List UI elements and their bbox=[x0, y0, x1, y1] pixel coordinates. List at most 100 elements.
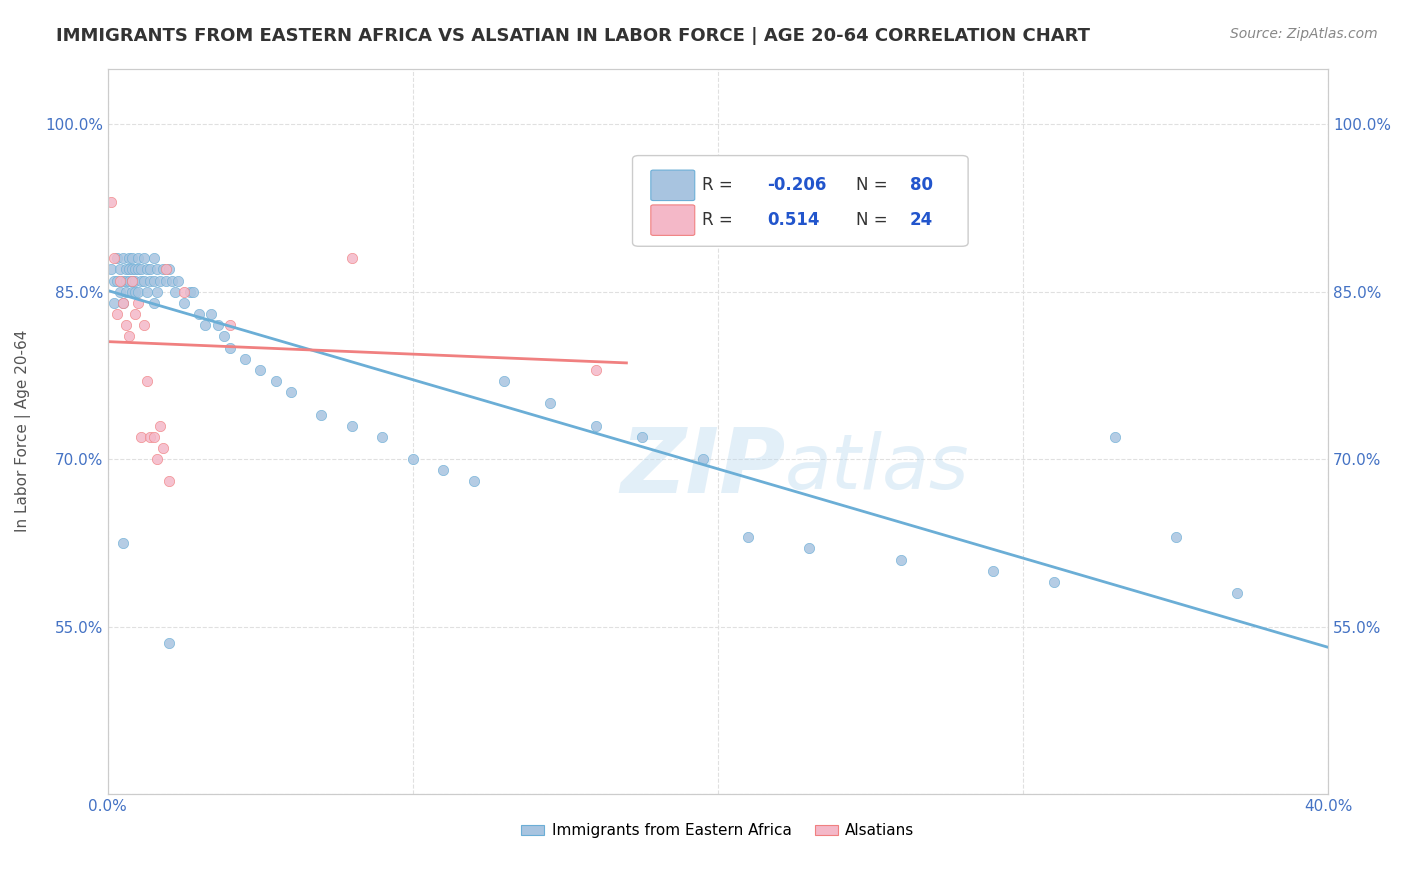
Point bbox=[134, 318, 156, 333]
Point bbox=[181, 285, 204, 299]
Point bbox=[115, 262, 138, 277]
Point bbox=[163, 285, 186, 299]
Point bbox=[737, 530, 759, 544]
Point bbox=[121, 262, 143, 277]
Point bbox=[149, 274, 172, 288]
Text: IMMIGRANTS FROM EASTERN AFRICA VS ALSATIAN IN LABOR FORCE | AGE 20-64 CORRELATIO: IMMIGRANTS FROM EASTERN AFRICA VS ALSATI… bbox=[56, 27, 1090, 45]
Point bbox=[139, 430, 162, 444]
Text: 0.514: 0.514 bbox=[766, 211, 820, 229]
Point bbox=[173, 296, 195, 310]
Point bbox=[233, 351, 256, 366]
Point bbox=[118, 329, 141, 343]
Point bbox=[115, 285, 138, 299]
Text: 24: 24 bbox=[910, 211, 932, 229]
Point bbox=[111, 274, 134, 288]
Point bbox=[121, 252, 143, 266]
Text: 80: 80 bbox=[910, 177, 932, 194]
Point bbox=[136, 285, 159, 299]
Point bbox=[538, 396, 561, 410]
Point bbox=[188, 307, 211, 321]
Point bbox=[160, 274, 183, 288]
Point bbox=[585, 363, 607, 377]
Point bbox=[127, 262, 149, 277]
Text: Source: ZipAtlas.com: Source: ZipAtlas.com bbox=[1230, 27, 1378, 41]
Point bbox=[118, 262, 141, 277]
Point bbox=[630, 430, 652, 444]
Point bbox=[340, 418, 363, 433]
Text: ZIP: ZIP bbox=[620, 424, 786, 511]
Point bbox=[799, 541, 821, 556]
Point bbox=[142, 296, 165, 310]
Point bbox=[152, 441, 174, 455]
Point bbox=[131, 274, 153, 288]
Point bbox=[311, 408, 333, 422]
Point bbox=[118, 274, 141, 288]
Point bbox=[890, 552, 912, 566]
Point bbox=[108, 274, 131, 288]
Point bbox=[179, 285, 201, 299]
Point bbox=[152, 262, 174, 277]
Point bbox=[1104, 430, 1126, 444]
Point bbox=[127, 252, 149, 266]
Point bbox=[494, 374, 516, 388]
Point bbox=[111, 536, 134, 550]
Text: -0.206: -0.206 bbox=[766, 177, 827, 194]
Point bbox=[149, 418, 172, 433]
Point bbox=[463, 475, 485, 489]
Point bbox=[218, 318, 240, 333]
FancyBboxPatch shape bbox=[633, 155, 969, 246]
Point bbox=[142, 430, 165, 444]
Point bbox=[103, 296, 125, 310]
Point bbox=[121, 274, 143, 288]
Point bbox=[103, 252, 125, 266]
Point bbox=[134, 274, 156, 288]
Point bbox=[157, 636, 180, 650]
Point bbox=[157, 475, 180, 489]
Point bbox=[218, 341, 240, 355]
Point bbox=[585, 418, 607, 433]
Point bbox=[105, 307, 128, 321]
FancyBboxPatch shape bbox=[651, 170, 695, 201]
Point bbox=[131, 262, 153, 277]
Point bbox=[111, 296, 134, 310]
Point bbox=[155, 262, 177, 277]
Point bbox=[105, 274, 128, 288]
Point bbox=[432, 463, 454, 477]
Point bbox=[145, 452, 167, 467]
Point bbox=[131, 430, 153, 444]
Point bbox=[139, 274, 162, 288]
Point bbox=[264, 374, 287, 388]
Point bbox=[194, 318, 217, 333]
Point bbox=[124, 307, 146, 321]
Point bbox=[142, 274, 165, 288]
Point bbox=[111, 252, 134, 266]
Point bbox=[100, 262, 122, 277]
Point bbox=[157, 262, 180, 277]
Point bbox=[692, 452, 714, 467]
Point bbox=[207, 318, 229, 333]
Point bbox=[103, 274, 125, 288]
Point bbox=[142, 252, 165, 266]
Legend: Immigrants from Eastern Africa, Alsatians: Immigrants from Eastern Africa, Alsatian… bbox=[515, 817, 921, 845]
Point bbox=[280, 385, 302, 400]
Point bbox=[108, 262, 131, 277]
Point bbox=[402, 452, 425, 467]
Point bbox=[136, 374, 159, 388]
Point bbox=[167, 274, 190, 288]
Text: R =: R = bbox=[702, 177, 733, 194]
Point bbox=[200, 307, 222, 321]
Point bbox=[105, 252, 128, 266]
Point bbox=[124, 274, 146, 288]
Point bbox=[136, 262, 159, 277]
Point bbox=[124, 262, 146, 277]
Point bbox=[145, 262, 167, 277]
Point bbox=[127, 285, 149, 299]
Point bbox=[127, 296, 149, 310]
Point bbox=[340, 252, 363, 266]
Point bbox=[111, 296, 134, 310]
Point bbox=[249, 363, 271, 377]
Point bbox=[134, 252, 156, 266]
Text: atlas: atlas bbox=[785, 431, 970, 505]
FancyBboxPatch shape bbox=[651, 205, 695, 235]
Point bbox=[115, 318, 138, 333]
